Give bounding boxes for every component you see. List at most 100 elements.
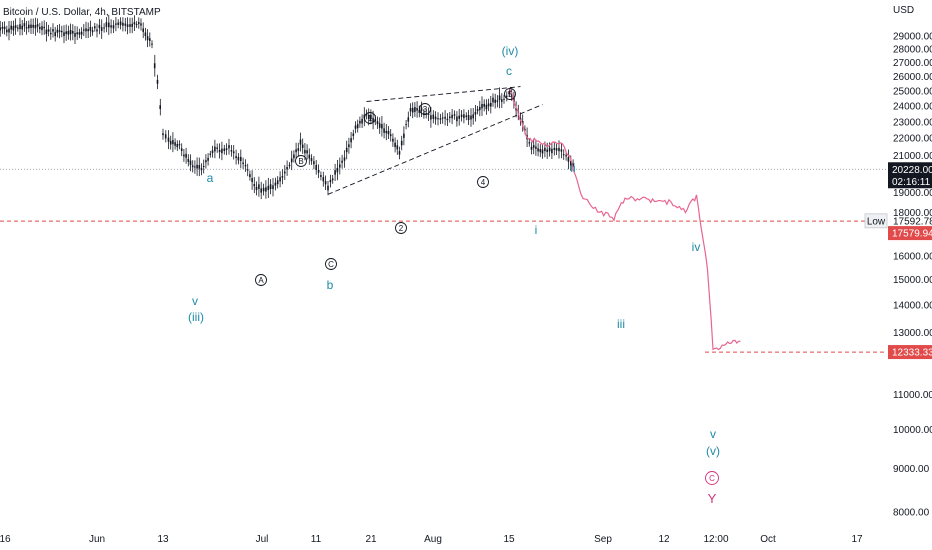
candle-body	[10, 25, 12, 30]
candle-body	[159, 105, 161, 109]
candle-body	[202, 166, 205, 167]
candle-body	[343, 157, 346, 161]
lower-wedge-trendline	[327, 104, 543, 195]
level-tag	[888, 345, 932, 360]
candle-body	[352, 133, 355, 136]
candle-body	[103, 27, 105, 29]
candle-body	[389, 134, 392, 137]
candles-layer	[0, 14, 574, 200]
candle-body	[164, 134, 167, 139]
candle-body	[43, 26, 45, 29]
candle-body	[425, 113, 427, 115]
candle-body	[407, 117, 410, 122]
candle-body	[532, 145, 535, 148]
candle-body	[299, 139, 302, 145]
candle-body	[487, 103, 490, 107]
candle-body	[244, 165, 247, 167]
wave-label-2: 2	[399, 224, 404, 233]
candle-body	[167, 137, 170, 142]
candle-body	[34, 25, 37, 29]
candle-body	[28, 24, 30, 29]
candle-body	[39, 27, 41, 30]
levels-layer: Low 17592.78 17579.94 12333.33 20228.0002:16…	[0, 162, 932, 360]
candle-body	[194, 166, 196, 168]
candle-body	[14, 25, 17, 28]
candle-body	[405, 124, 407, 126]
candle-body	[253, 184, 256, 187]
candle-body	[189, 160, 192, 165]
candle-body	[306, 150, 308, 154]
candle-body	[200, 168, 203, 171]
y-tick-label: 25000.00	[893, 87, 932, 98]
candle-body	[463, 114, 465, 119]
candle-body	[185, 153, 187, 158]
candle-body	[551, 148, 553, 154]
candle-body	[295, 149, 297, 153]
candle-body	[63, 32, 65, 36]
candle-body	[286, 167, 288, 170]
candle-body	[146, 36, 149, 41]
candle-body	[169, 140, 172, 145]
candle-body	[45, 29, 48, 34]
candle-body	[142, 28, 144, 32]
candle-body	[385, 131, 388, 134]
candle-body	[198, 165, 201, 169]
candle-body	[80, 31, 83, 35]
candle-body	[124, 23, 127, 26]
low-label-text: Low	[867, 216, 886, 227]
candle-body	[392, 138, 394, 142]
candle-body	[372, 117, 374, 123]
candle-body	[65, 31, 67, 34]
candle-body	[288, 164, 291, 167]
x-tick-label: 12	[658, 534, 670, 545]
level-tag-value: 17579.94	[892, 229, 932, 240]
wave-label-A: A	[258, 276, 264, 285]
candle-body	[562, 154, 565, 156]
candle-body	[411, 108, 414, 113]
candle-body	[115, 23, 117, 25]
wave-label-v-upper: v	[192, 294, 198, 308]
candle-body	[570, 160, 572, 166]
candle-body	[191, 165, 194, 168]
candle-body	[83, 29, 85, 31]
candle-body	[87, 29, 89, 32]
candle-body	[240, 156, 242, 161]
candle-body	[501, 99, 503, 102]
y-tick-label: 18000.00	[893, 208, 932, 219]
candle-body	[262, 187, 265, 192]
wave-label-iii-paren: (iii)	[188, 310, 204, 324]
candle-body	[474, 111, 477, 115]
candle-body	[67, 31, 70, 35]
candle-body	[100, 27, 103, 31]
candle-body	[221, 148, 223, 154]
candle-body	[54, 32, 56, 37]
y-tick-label: 28000.00	[893, 45, 932, 56]
candle-body	[1, 26, 4, 29]
wave-label-C-ring	[325, 258, 337, 270]
projection-layer	[508, 88, 741, 351]
candle-body	[383, 128, 385, 133]
candle-body	[513, 97, 515, 103]
level-tag-value: 12333.33	[892, 348, 932, 359]
wave-label-B-ring	[295, 155, 307, 167]
candle-body	[205, 160, 207, 163]
candle-body	[329, 180, 332, 183]
candle-body	[218, 149, 221, 153]
candle-body	[528, 142, 531, 144]
candle-body	[96, 29, 98, 32]
candle-body	[400, 140, 403, 146]
wave-label-5-ring	[504, 88, 516, 100]
current-price-tag	[888, 162, 932, 189]
candle-body	[439, 118, 442, 120]
candle-body	[485, 104, 488, 110]
candle-body	[232, 151, 235, 154]
candle-body	[496, 100, 499, 102]
candle-body	[129, 24, 131, 27]
candle-body	[304, 149, 306, 154]
candle-body	[403, 133, 405, 138]
candle-body	[378, 123, 381, 128]
candle-body	[78, 32, 81, 35]
y-tick-label: 8000.00	[893, 508, 930, 519]
candle-body	[530, 146, 533, 150]
time-axis: 16 Jun 13 Jul 11 21 Aug 15 Sep 12 12:00 Oct 17	[0, 534, 863, 545]
